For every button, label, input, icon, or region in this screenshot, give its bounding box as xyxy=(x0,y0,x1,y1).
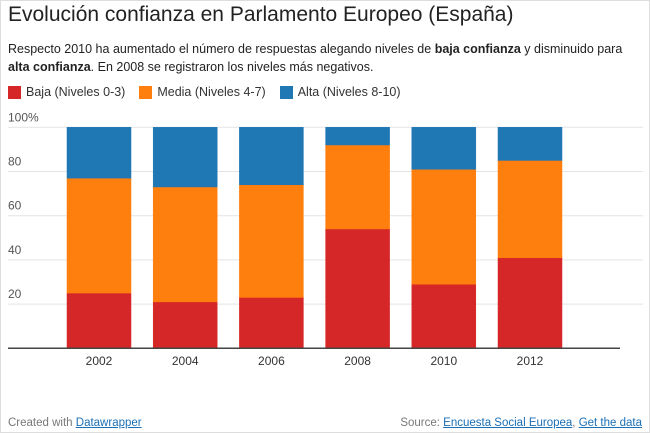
legend-item-media: Media (Niveles 4-7) xyxy=(139,85,266,99)
x-tick-label: 2002 xyxy=(86,354,113,368)
x-tick-label: 2010 xyxy=(430,354,457,368)
subtitle-text: . En 2008 se registraron los niveles más… xyxy=(90,60,374,74)
y-tick-label: 20 xyxy=(8,287,22,301)
y-tick-label: 80 xyxy=(8,155,22,169)
bar-segment-2010-1 xyxy=(411,169,477,285)
bar-segment-2012-0 xyxy=(497,257,563,349)
footer-credit: Created with Datawrapper xyxy=(8,417,142,429)
bar-segment-2008-0 xyxy=(325,228,390,349)
legend-swatch xyxy=(139,85,153,99)
legend-label: Alta (Niveles 8-10) xyxy=(297,85,401,99)
bar-segment-2012-2 xyxy=(497,127,563,161)
y-tick-label: 40 xyxy=(8,243,22,257)
bar-segment-2008-2 xyxy=(325,127,390,146)
x-tick-label: 2008 xyxy=(344,354,371,368)
legend-item-baja: Baja (Niveles 0-3) xyxy=(8,85,125,99)
legend-swatch xyxy=(8,85,21,99)
bar-segment-2002-0 xyxy=(66,292,132,349)
bar-segment-2004-2 xyxy=(152,127,218,188)
bar-segment-2002-1 xyxy=(66,177,132,294)
separator: , xyxy=(572,417,576,429)
legend: Baja (Niveles 0-3) Media (Niveles 4-7) A… xyxy=(8,85,401,99)
footer-source: Source: Encuesta Social Europea, Get the… xyxy=(400,417,642,429)
get-data-link[interactable]: Get the data xyxy=(578,417,642,429)
bar-segment-2006-1 xyxy=(239,184,304,298)
bar-segment-2004-1 xyxy=(152,186,218,303)
y-tick-label: 60 xyxy=(8,199,22,213)
subtitle-bold-high: alta confianza xyxy=(8,60,91,74)
x-tick-label: 2006 xyxy=(258,354,285,368)
bar-segment-2010-0 xyxy=(411,283,477,349)
datawrapper-link[interactable]: Datawrapper xyxy=(75,417,142,429)
credit-text: Created with xyxy=(8,417,73,429)
bar-segment-2008-1 xyxy=(325,144,390,230)
subtitle-text: y disminuido para xyxy=(520,42,623,56)
bar-segment-2010-2 xyxy=(411,127,477,170)
subtitle-bold-low: baja confianza xyxy=(434,42,521,56)
x-tick-label: 2012 xyxy=(517,354,544,368)
source-link[interactable]: Encuesta Social Europea xyxy=(443,417,573,429)
x-tick-label: 2004 xyxy=(172,354,199,368)
bar-segment-2006-0 xyxy=(239,297,304,349)
legend-label: Baja (Niveles 0-3) xyxy=(26,85,126,99)
y-tick-label: 100% xyxy=(8,110,39,124)
source-label: Source: xyxy=(400,417,440,429)
bar-segment-2006-2 xyxy=(239,127,304,186)
chart-subtitle: Respecto 2010 ha aumentado el número de … xyxy=(8,40,638,76)
legend-item-alta: Alta (Niveles 8-10) xyxy=(279,85,401,99)
chart-title: Evolución confianza en Parlamento Europe… xyxy=(8,3,514,26)
subtitle-text: Respecto 2010 ha aumentado el número de … xyxy=(8,42,435,56)
bar-segment-2012-1 xyxy=(497,160,563,258)
legend-swatch xyxy=(279,85,293,99)
legend-label: Media (Niveles 4-7) xyxy=(157,85,266,99)
bar-segment-2002-2 xyxy=(66,127,132,179)
bar-segment-2004-0 xyxy=(152,301,218,349)
